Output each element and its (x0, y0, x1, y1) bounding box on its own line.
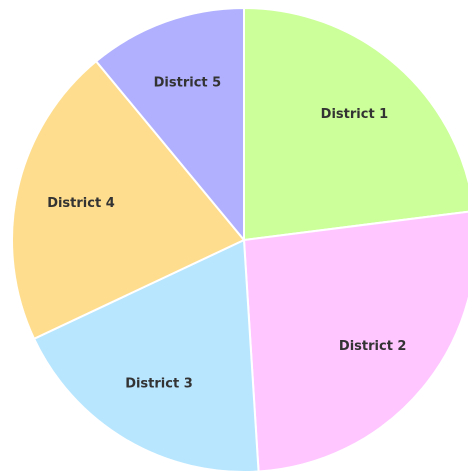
pie-slice (94, 6, 245, 243)
slice-label: District 3 (125, 376, 193, 391)
pie-slice (11, 59, 246, 341)
slice-label: District 5 (154, 75, 222, 90)
pie-slice (243, 6, 468, 242)
slice-label: District 2 (339, 339, 407, 354)
pie-slice (32, 238, 260, 472)
pie-slice (242, 210, 468, 472)
slice-label: District 4 (47, 196, 115, 211)
slice-label: District 1 (321, 107, 389, 122)
